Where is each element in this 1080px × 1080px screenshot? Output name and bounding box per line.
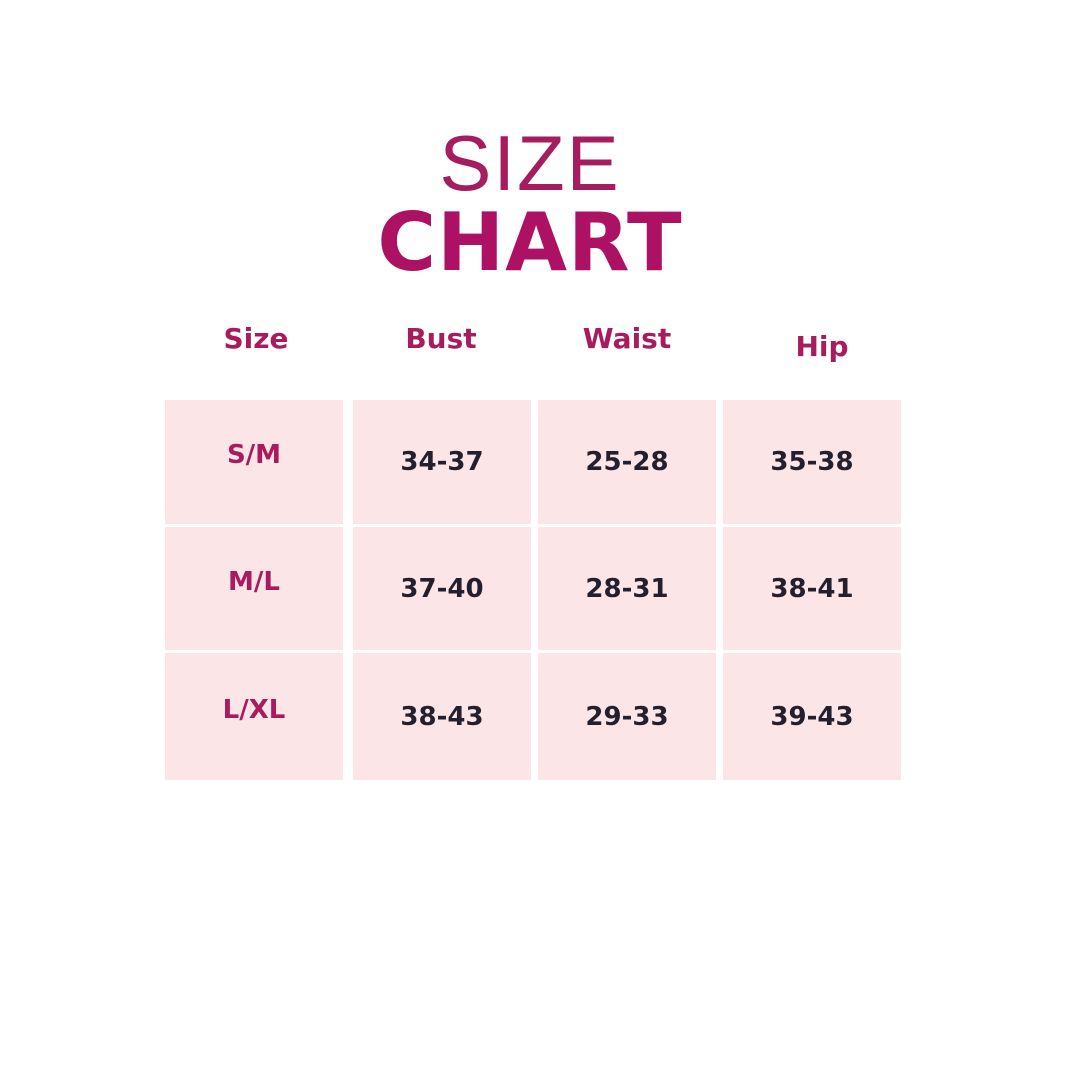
measurement-cell: 25-28 <box>538 400 716 524</box>
measurement-cell: 39-43 <box>723 653 901 780</box>
column-header-hip: Hip <box>795 330 849 363</box>
measurement-cell: 28-31 <box>538 527 716 650</box>
measurement-value: 38-43 <box>400 701 484 732</box>
column-header-bust: Bust <box>405 322 477 355</box>
measurement-value: 34-37 <box>400 447 484 477</box>
title-size: SIZE <box>439 119 621 207</box>
measurement-value: 38-41 <box>770 573 854 604</box>
measurement-value: 25-28 <box>585 447 669 477</box>
column-header-waist: Waist <box>582 322 672 355</box>
measurement-cell: 34-37 <box>353 400 531 524</box>
size-label: S/M <box>226 440 282 470</box>
size-label-cell: L/XL <box>165 653 343 780</box>
measurement-value: 28-31 <box>585 573 669 604</box>
measurement-cell: 38-41 <box>723 527 901 650</box>
size-label-cell: M/L <box>165 527 343 650</box>
measurement-value: 35-38 <box>770 447 854 477</box>
size-label-cell: S/M <box>165 400 343 524</box>
column-header-size: Size <box>223 322 289 355</box>
measurement-value: 37-40 <box>400 573 484 604</box>
title-chart: CHART <box>377 196 683 289</box>
measurement-cell: 35-38 <box>723 400 901 524</box>
measurement-value: 39-43 <box>770 701 854 732</box>
size-label: M/L <box>228 566 280 597</box>
measurement-cell: 29-33 <box>538 653 716 780</box>
measurement-value: 29-33 <box>585 701 669 732</box>
measurement-cell: 37-40 <box>353 527 531 650</box>
size-label: L/XL <box>222 694 286 725</box>
measurement-cell: 38-43 <box>353 653 531 780</box>
